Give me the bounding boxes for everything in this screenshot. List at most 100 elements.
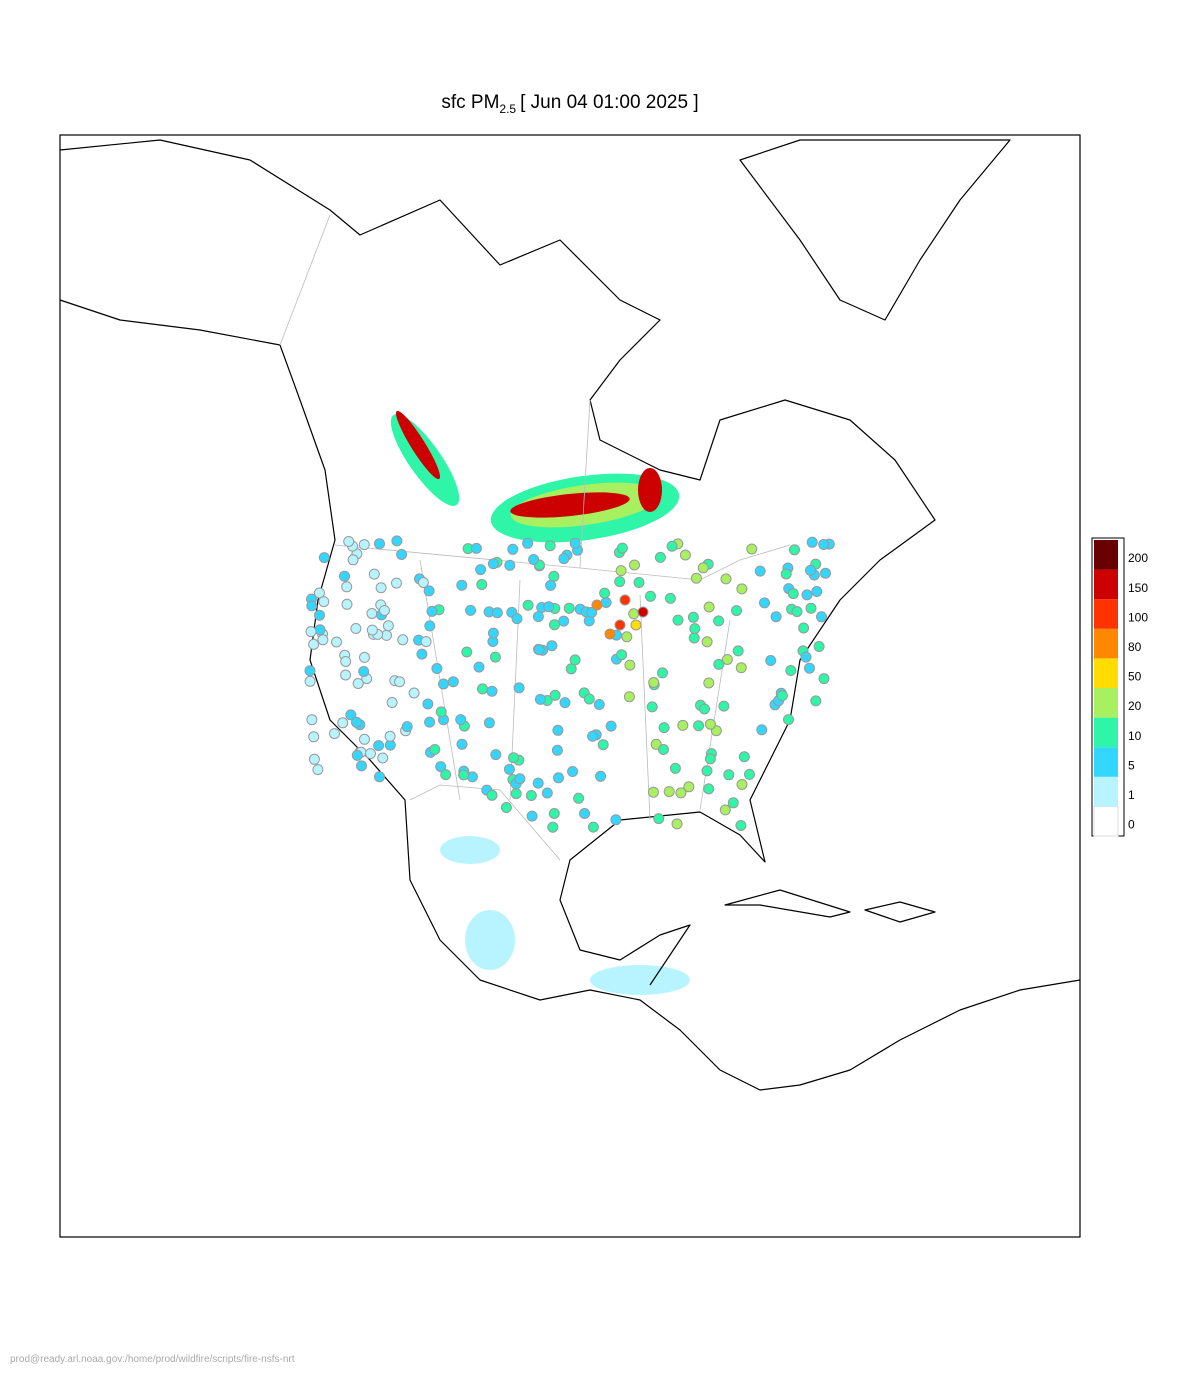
station [677,719,689,731]
station [347,554,359,566]
station [648,677,660,688]
station [534,693,546,705]
station [759,597,770,609]
station [624,659,636,671]
station [683,781,695,793]
station [306,714,318,726]
station [543,601,555,613]
station [811,586,823,597]
station [396,549,408,560]
station [522,599,534,611]
station [599,587,611,599]
station [569,537,581,549]
station [654,551,666,563]
station [810,695,822,707]
station [666,540,678,552]
smoke-haze [440,836,500,864]
station [461,646,473,658]
station [312,764,324,776]
station [800,651,812,663]
station [647,786,659,798]
station [754,565,766,577]
station [526,810,538,822]
station [426,605,438,617]
station [650,738,662,750]
station [719,804,731,816]
station [503,763,515,775]
station [423,585,435,597]
legend-label: 50 [1128,670,1142,684]
station [331,636,342,648]
station [458,769,470,781]
station [616,542,628,554]
station [614,619,626,631]
station [646,701,658,713]
station [422,698,434,710]
station [787,588,799,600]
station [466,771,478,783]
station [532,611,544,623]
station [438,678,449,690]
station [669,762,681,774]
station [718,700,730,712]
station [616,649,628,661]
station [487,558,499,570]
station [317,634,329,646]
station [785,665,797,676]
legend-swatch [1094,747,1118,777]
station [776,690,788,702]
footer: prod@ready.arl.noaa.gov:/home/prod/wildf… [10,1354,295,1365]
station [374,538,385,550]
station [697,562,709,574]
station [473,661,485,673]
station [704,718,716,730]
legend-swatch [1094,717,1118,748]
station [732,645,744,657]
legend-swatch [1094,688,1118,718]
legend-label: 1 [1128,788,1135,802]
map-frame [59,134,1081,1238]
station [397,634,409,646]
legend-label: 0 [1128,818,1135,832]
station [689,623,701,635]
smoke-plumes [390,410,690,995]
station [806,536,818,548]
station [735,820,747,831]
legend-label: 80 [1128,640,1142,654]
legend-label: 20 [1128,699,1142,713]
station [547,821,559,833]
legend-swatch [1094,628,1118,659]
station [486,789,498,801]
station [308,731,320,743]
station [424,620,436,632]
station [551,744,563,756]
station [820,567,831,579]
station [365,748,376,760]
station [350,623,362,634]
greenland [739,139,1011,321]
station [356,760,367,772]
coastline [59,299,1081,1091]
station [483,717,495,729]
station [440,769,452,781]
station [805,564,816,576]
station [359,651,370,663]
station [735,662,747,674]
station [391,577,402,589]
station [727,797,739,809]
station [690,572,702,584]
station [340,669,352,681]
station [723,769,735,781]
station [308,753,320,765]
station [522,537,534,549]
legend-label: 150 [1128,581,1148,595]
station [549,689,561,701]
station [687,611,699,623]
station [511,613,523,625]
station [352,678,364,689]
station [375,582,387,594]
station [653,813,665,825]
station [658,722,670,734]
station [304,675,316,687]
station [744,768,755,780]
